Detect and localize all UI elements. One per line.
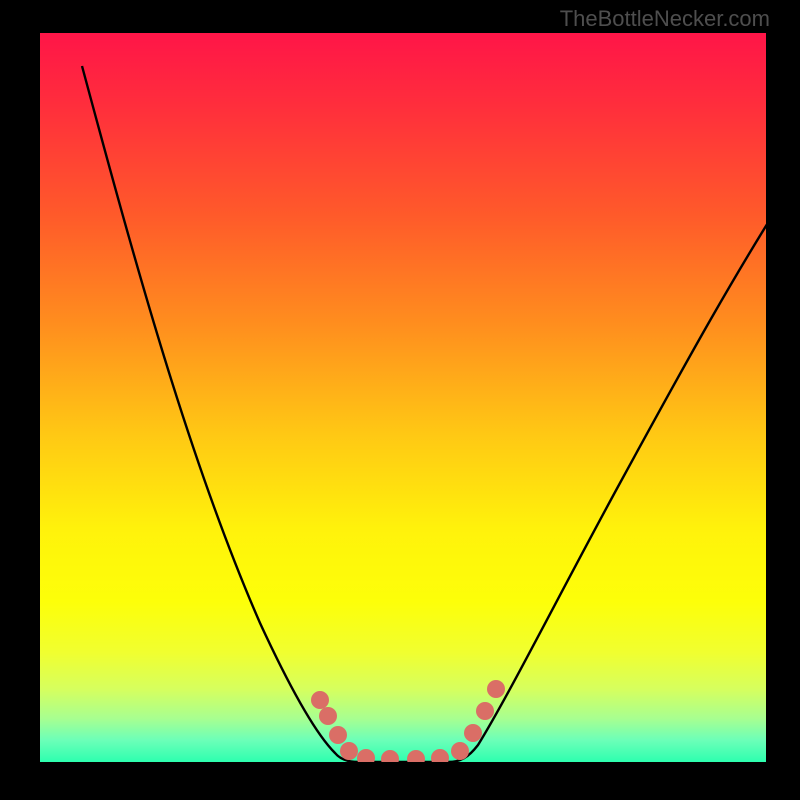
- marker-point: [311, 691, 329, 709]
- marker-point: [340, 742, 358, 760]
- gradient-background: [40, 33, 766, 762]
- watermark-text: TheBottleNecker.com: [560, 6, 770, 32]
- marker-point: [329, 726, 347, 744]
- plot-area: [40, 33, 766, 762]
- chart-svg: [40, 33, 766, 762]
- chart-container: TheBottleNecker.com: [0, 0, 800, 800]
- marker-point: [464, 724, 482, 742]
- marker-point: [476, 702, 494, 720]
- marker-point: [451, 742, 469, 760]
- marker-point: [319, 707, 337, 725]
- marker-point: [487, 680, 505, 698]
